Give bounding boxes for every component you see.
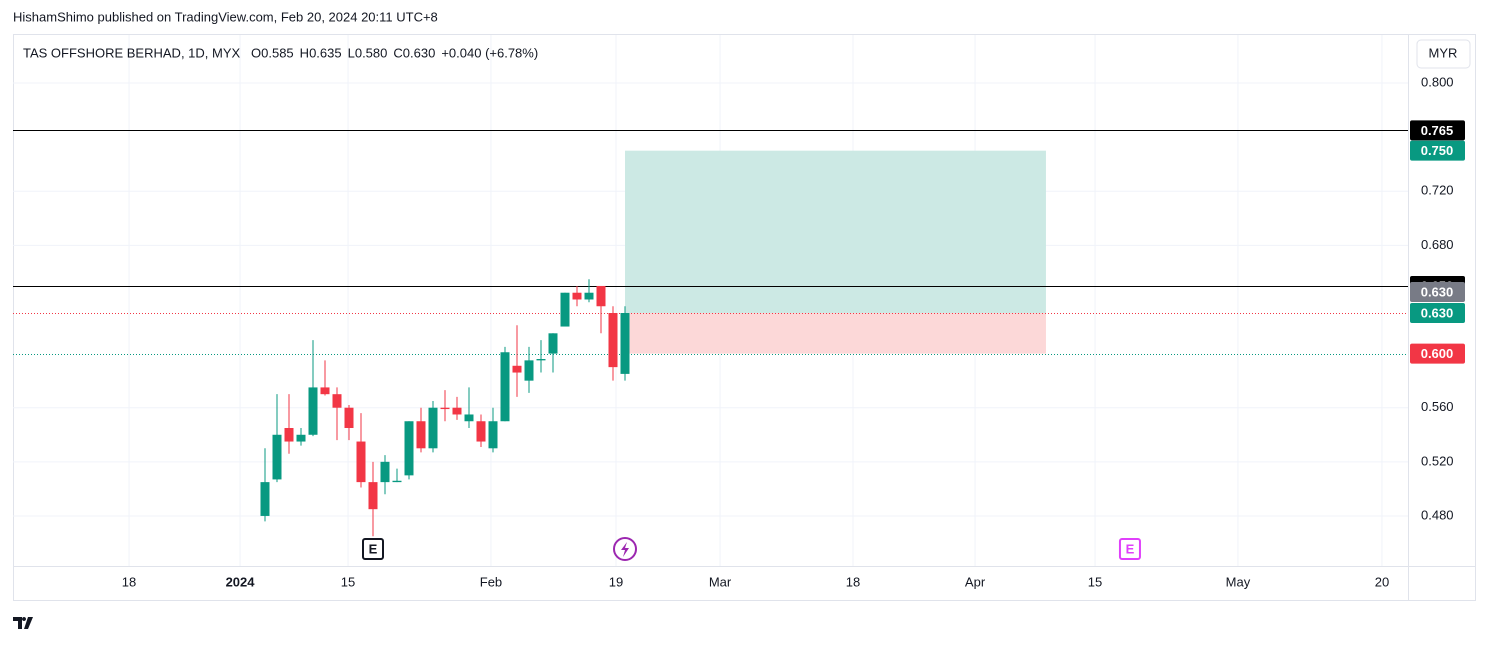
y-tick-label: 0.720 (1421, 183, 1454, 198)
currency[interactable]: MYR (1429, 45, 1458, 60)
y-tick-label: 0.560 (1421, 399, 1454, 414)
x-tick-label: 18 (122, 574, 136, 589)
candle-body (452, 407, 462, 415)
y-tick-label: 0.480 (1421, 507, 1454, 522)
brand-logo (13, 617, 33, 629)
candle-body (404, 421, 414, 476)
x-tick-label: 20 (1375, 574, 1389, 589)
ohlc-key: O (251, 45, 261, 60)
change: +0.040 (+6.78%) (441, 45, 538, 60)
event-box (1118, 538, 1141, 560)
candle-body (356, 441, 366, 483)
ohlc-value: 0.635 (309, 45, 342, 60)
candle-body (344, 407, 354, 429)
candle-body (320, 387, 330, 395)
candle-body (596, 285, 606, 307)
price-label-bg (1410, 140, 1465, 161)
loss-zone (625, 313, 1046, 354)
candle-body (512, 365, 522, 373)
ohlc-value: 0.580 (355, 45, 388, 60)
candle-body (428, 407, 438, 449)
y-tick-label: 0.520 (1421, 453, 1454, 468)
price-label-bg (1410, 282, 1465, 303)
candle-body (536, 359, 546, 361)
candle-body (476, 421, 486, 442)
x-tick-label: 15 (341, 574, 355, 589)
candle-body (464, 414, 474, 422)
event-label: E (1126, 541, 1135, 556)
candle-body (284, 428, 294, 442)
x-tick-label: 2024 (226, 574, 256, 589)
candle-body (572, 292, 582, 300)
x-tick-label: Feb (480, 574, 502, 589)
ohlc-key: C (393, 45, 402, 60)
ohlc-key: L (348, 45, 355, 60)
candle-body (416, 421, 426, 449)
price-label: 0.630 (1421, 305, 1454, 320)
candle-body (440, 407, 450, 410)
y-tick-label: 0.800 (1421, 74, 1454, 89)
x-tick-label: Mar (709, 574, 732, 589)
candle-body (524, 360, 534, 381)
symbol-title: TAS OFFSHORE BERHAD, 1D, MYX (23, 45, 241, 60)
x-tick-label: Apr (965, 574, 986, 589)
candle-body (560, 292, 570, 327)
x-tick-label: 15 (1088, 574, 1102, 589)
price-label-bg (1410, 120, 1465, 141)
legend: TAS OFFSHORE BERHAD, 1D, MYX O 0.585 H 0.63… (23, 45, 538, 60)
candle-body (368, 482, 378, 510)
candle-body (500, 352, 510, 422)
dividends-icon (613, 537, 637, 561)
ohlc-value: 0.585 (261, 45, 294, 60)
header: HishamShimo published on TradingView.com… (13, 9, 438, 24)
price-label-bg (1410, 343, 1465, 364)
candle-body (296, 434, 306, 442)
event-box (362, 538, 384, 560)
candle-body (380, 461, 390, 483)
candle-body (608, 313, 618, 368)
candle-body (260, 482, 270, 516)
frame (13, 34, 1476, 601)
x-tick-label: 18 (846, 574, 860, 589)
candle-body (488, 421, 498, 449)
price-label: 0.750 (1421, 143, 1454, 158)
price-label: 0.600 (1421, 346, 1454, 361)
event-label: E (369, 541, 378, 556)
price-label: 0.765 (1421, 123, 1454, 138)
currency-button[interactable] (1416, 39, 1471, 69)
candle-body (548, 333, 558, 354)
candle-body (620, 313, 630, 374)
x-tick-label: 19 (609, 574, 623, 589)
ohlc-legend: O 0.585 H 0.635 L 0.580 C 0.630 +0.040 (+6.78%) (251, 45, 538, 60)
candle-body (332, 394, 342, 408)
x-tick-label: May (1226, 574, 1251, 589)
y-tick-label: 0.680 (1421, 237, 1454, 252)
price-label-bg (1410, 303, 1465, 324)
profit-zone (625, 150, 1046, 314)
candle-body (392, 480, 402, 483)
ohlc-value: 0.630 (403, 45, 436, 60)
ohlc-key: H (300, 45, 309, 60)
price-label: 0.630 (1421, 284, 1454, 299)
candle-body (272, 434, 282, 480)
candle-body (308, 387, 318, 435)
candle-body (584, 292, 594, 300)
